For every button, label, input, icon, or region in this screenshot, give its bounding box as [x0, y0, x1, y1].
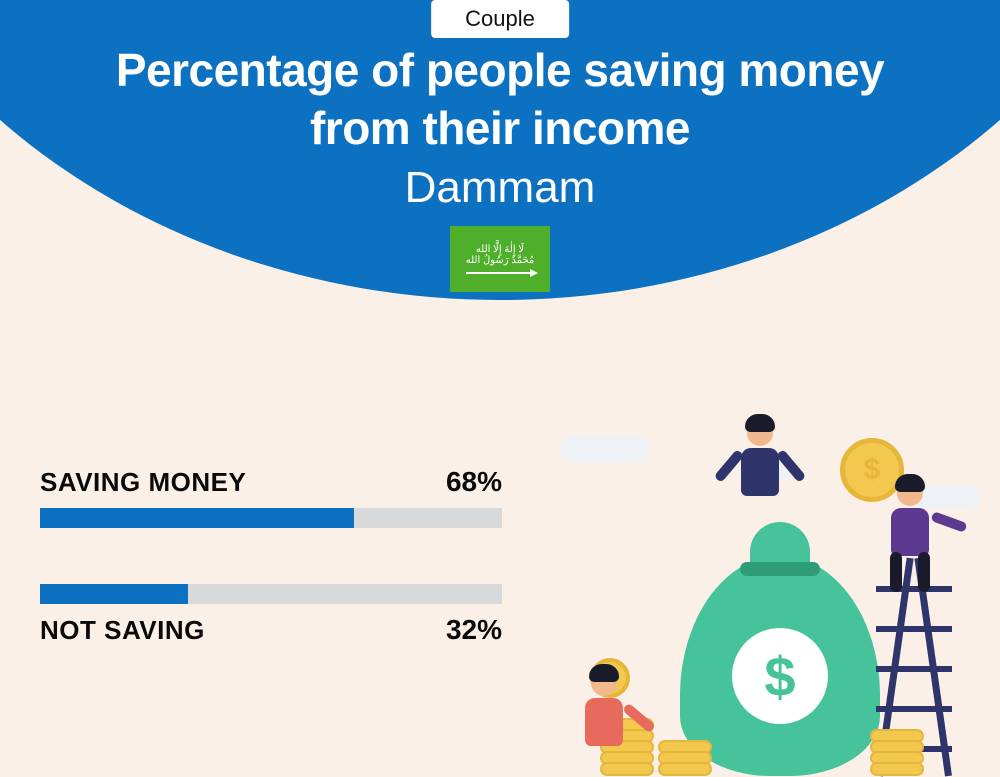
flag-script: لَا إِلٰهَ إِلَّا اللهمُحَمَّدٌ رَسُولُ …: [466, 244, 535, 266]
category-label: Couple: [465, 6, 535, 31]
bar-not-saving: NOT SAVING 32%: [40, 584, 502, 646]
person-icon: [574, 670, 634, 746]
bar-label: NOT SAVING: [40, 615, 205, 646]
bar-fill: [40, 508, 354, 528]
bar-fill: [40, 584, 188, 604]
person-icon: [880, 480, 940, 556]
headline: Percentage of people saving money from t…: [0, 42, 1000, 213]
bar-chart: SAVING MONEY 68% NOT SAVING 32%: [40, 466, 502, 702]
city-name: Dammam: [0, 163, 1000, 213]
coin-stack-icon: [658, 743, 712, 776]
dollar-sign-icon: $: [732, 628, 828, 724]
flag-saudi-arabia: لَا إِلٰهَ إِلَّا اللهمُحَمَّدٌ رَسُولُ …: [450, 226, 550, 292]
bar-value: 68%: [446, 466, 502, 498]
title-line-2: from their income: [310, 102, 690, 154]
bag-tie: [740, 562, 820, 576]
title-line-1: Percentage of people saving money: [116, 44, 884, 96]
bar-track: [40, 584, 502, 604]
cloud-icon: [560, 436, 650, 462]
savings-illustration: $ $ $: [560, 426, 990, 776]
bar-saving: SAVING MONEY 68%: [40, 466, 502, 528]
category-pill: Couple: [431, 0, 569, 38]
person-icon: [730, 420, 790, 496]
title: Percentage of people saving money from t…: [0, 42, 1000, 157]
bar-row: NOT SAVING 32%: [40, 614, 502, 646]
bar-track: [40, 508, 502, 528]
bar-label: SAVING MONEY: [40, 467, 246, 498]
coin-stack-icon: [870, 732, 924, 776]
flag-sword-icon: [466, 272, 534, 274]
bar-row: SAVING MONEY 68%: [40, 466, 502, 498]
bar-value: 32%: [446, 614, 502, 646]
